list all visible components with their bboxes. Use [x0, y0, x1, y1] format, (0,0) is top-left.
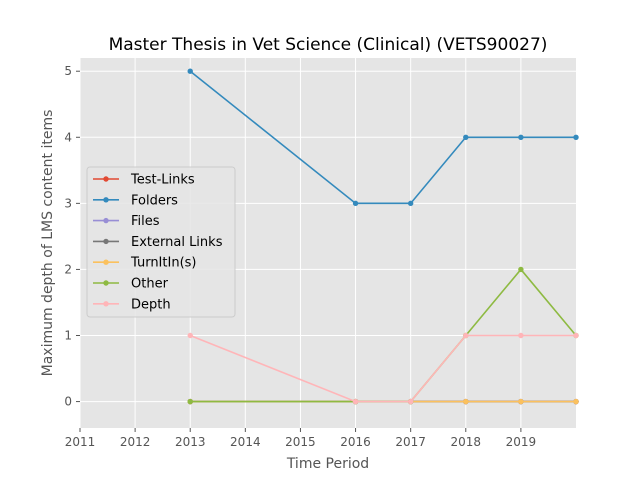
legend-item: Other	[93, 277, 169, 292]
data-point	[407, 398, 414, 405]
x-tick-label: 2018	[451, 435, 482, 449]
series-line-depth	[189, 334, 576, 403]
legend-label: External Links	[131, 235, 223, 250]
legend-label: Folders	[131, 193, 178, 208]
series-folders	[187, 68, 579, 207]
legend-swatch-marker	[103, 217, 109, 224]
series-depth	[187, 332, 579, 405]
y-tick-label: 0	[64, 395, 72, 409]
chart-title: Master Thesis in Vet Science (Clinical) …	[109, 35, 548, 55]
x-tick-label: 2017	[395, 435, 426, 449]
legend-label: Test-Links	[130, 173, 195, 188]
x-tick-label: 2011	[65, 435, 96, 449]
legend-box	[86, 166, 236, 318]
data-point	[407, 200, 414, 207]
series-line-folders	[189, 70, 576, 205]
legend-swatch-marker	[103, 259, 109, 265]
data-point	[187, 398, 193, 405]
legend-swatch-marker	[103, 197, 109, 203]
legend-swatch-marker	[103, 176, 109, 182]
legend-item: Files	[93, 214, 160, 229]
legend-item: TurnItIn(s)	[93, 256, 196, 271]
y-axis-ticks: 0 1 2 3 4 5	[64, 64, 80, 409]
legend-swatch-marker	[103, 238, 109, 245]
y-tick-label: 2	[64, 262, 72, 276]
y-tick-label: 1	[64, 329, 72, 343]
x-axis-label: Time Period	[286, 456, 369, 472]
data-point	[463, 134, 469, 140]
data-point	[463, 332, 469, 339]
legend-item: Depth	[93, 297, 171, 312]
x-axis-ticks: 2011 2012 2013 2014 2015 2016 2017 2018 2019	[65, 428, 536, 449]
data-point	[518, 266, 524, 273]
legend-swatch-marker	[103, 301, 109, 307]
legend-swatch-marker	[103, 280, 109, 286]
legend: Test-Links Folders Files External Links Turn…	[86, 166, 236, 318]
data-point	[518, 398, 524, 405]
data-point	[573, 398, 579, 405]
data-point	[518, 332, 524, 339]
x-tick-label: 2013	[175, 435, 206, 449]
legend-item: External Links	[93, 235, 223, 250]
y-tick-label: 5	[64, 64, 72, 78]
legend-label: Other	[131, 277, 169, 292]
legend-item: Test-Links	[93, 173, 195, 188]
legend-item: Folders	[93, 193, 178, 208]
x-tick-label: 2015	[285, 435, 316, 449]
data-point	[187, 68, 193, 74]
x-tick-label: 2016	[340, 435, 371, 449]
legend-label: Depth	[131, 297, 171, 312]
y-axis-label: Maximum depth of LMS content items	[40, 110, 56, 377]
x-tick-label: 2019	[506, 435, 537, 449]
series-layer	[187, 68, 579, 405]
legend-label: Files	[131, 214, 160, 229]
data-point	[573, 332, 579, 339]
data-point	[463, 398, 469, 405]
data-point	[352, 200, 359, 207]
data-point	[518, 134, 524, 140]
legend-label: TurnItIn(s)	[130, 256, 196, 271]
data-point	[187, 332, 193, 339]
y-tick-label: 3	[64, 196, 72, 210]
x-tick-label: 2014	[230, 435, 261, 449]
data-point	[573, 134, 579, 140]
y-tick-label: 4	[64, 130, 72, 144]
data-point	[352, 398, 359, 405]
x-tick-label: 2012	[120, 435, 151, 449]
